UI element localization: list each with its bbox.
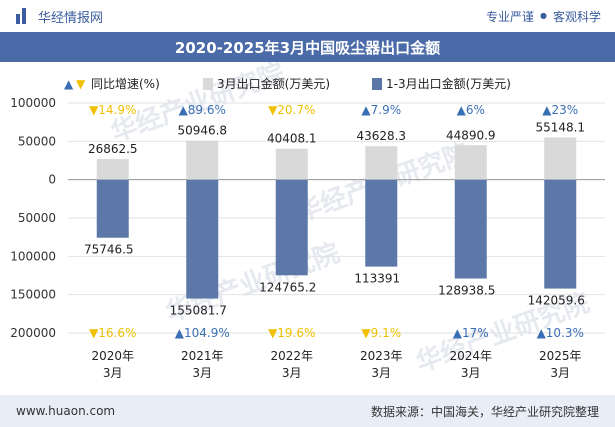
growth-label-ytd: ▲10.3%: [537, 326, 584, 340]
growth-label-ytd: ▼16.6%: [89, 326, 136, 340]
y-tick-label: 150000: [10, 288, 56, 302]
slogan-separator: ●: [540, 10, 547, 20]
legend-ytd-swatch: [372, 78, 382, 90]
data-label-ytd: 75746.5: [84, 243, 134, 257]
y-tick-label: 0: [48, 173, 56, 187]
grid-lines: [68, 102, 605, 334]
legend-growth-label: 同比增速(%): [91, 77, 160, 91]
growth-label-march: ▼14.9%: [89, 103, 136, 117]
brand-name: 华经情报网: [38, 10, 104, 26]
bar-ytd: [275, 179, 308, 276]
growth-label-march: ▲7.9%: [361, 103, 401, 117]
legend-march-swatch: [203, 78, 213, 90]
x-tick-label: 3月: [103, 366, 123, 380]
bar-ytd: [365, 179, 398, 267]
x-tick-label: 3月: [371, 366, 391, 380]
growth-label-march: ▲6%: [457, 103, 485, 117]
x-tick-label: 3月: [192, 366, 212, 380]
bar-march: [275, 148, 308, 180]
x-tick-label: 3月: [282, 366, 302, 380]
slogan: 专业严谨 ● 客观科学: [486, 8, 601, 25]
x-tick-label: 3月: [550, 366, 570, 380]
growth-label-ytd: ▲17%: [453, 326, 489, 340]
growth-label-march: ▼20.7%: [268, 103, 315, 117]
data-label-march: 44890.9: [446, 128, 496, 142]
top-bar: 华经情报网 专业严谨 ● 客观科学: [0, 0, 615, 32]
growth-label-ytd: ▲104.9%: [175, 326, 230, 340]
y-tick-label: 100000: [10, 249, 56, 263]
bar-ytd: [454, 179, 487, 279]
bar-march: [96, 159, 129, 180]
x-tick-label: 2022年: [270, 349, 313, 363]
legend-march-label: 3月出口金额(万美元): [217, 76, 330, 91]
legend-up-icon: ▲: [64, 77, 74, 91]
slogan-left: 专业严谨: [485, 9, 534, 24]
footer: www.huaon.com 数据来源：中国海关，华经产业研究院整理: [0, 395, 615, 427]
data-label-ytd: 124765.2: [259, 280, 316, 294]
growth-label-ytd: ▼19.6%: [268, 326, 315, 340]
growth-label-march: ▲23%: [542, 103, 578, 117]
chart-title-banner: 2020-2025年3月中国吸尘器出口金额: [0, 32, 615, 62]
y-tick-label: 200000: [10, 326, 56, 340]
data-label-ytd: 155081.7: [170, 304, 227, 318]
x-tick-label: 3月: [461, 366, 481, 380]
x-tick-label: 2023年: [360, 349, 403, 363]
data-label-march: 43628.3: [356, 129, 406, 143]
x-tick-label: 2025年: [539, 349, 582, 363]
footer-site[interactable]: www.huaon.com: [16, 404, 116, 418]
bar-march: [365, 146, 398, 180]
brand-logo[interactable]: 华经情报网: [16, 7, 103, 26]
y-tick-label: 50000: [18, 134, 56, 148]
x-tick-label: 2021年: [181, 349, 224, 363]
footer-source: 数据来源：中国海关，华经产业研究院整理: [370, 404, 599, 419]
bar-march: [454, 145, 487, 180]
bar-march: [186, 140, 219, 180]
chart-title: 2020-2025年3月中国吸尘器出口金额: [174, 38, 441, 57]
bar-march: [544, 137, 577, 180]
data-label-march: 26862.5: [88, 142, 138, 156]
legend-ytd-label: 1-3月出口金额(万美元): [386, 76, 511, 91]
growth-label-march: ▲89.6%: [179, 103, 226, 117]
label-layer: 26862.5 75746.5 ▼14.9% ▼16.6% 2020年 3月 50946.8…: [84, 103, 585, 380]
bar-ytd: [544, 179, 577, 289]
growth-label-ytd: ▼9.1%: [361, 326, 401, 340]
bar-ytd: [96, 179, 129, 238]
data-label-march: 55148.1: [535, 120, 585, 134]
x-tick-label: 2024年: [449, 349, 492, 363]
data-label-march: 50946.8: [177, 124, 227, 138]
y-tick-label: 50000: [18, 211, 56, 225]
y-axis: 100000 50000 0 50000 100000 150000 200000: [10, 96, 56, 340]
y-tick-label: 100000: [10, 96, 56, 110]
data-label-march: 40408.1: [267, 132, 317, 146]
data-label-ytd: 142059.6: [528, 294, 585, 308]
brand-logo-icon: [16, 8, 30, 24]
x-tick-label: 2020年: [91, 349, 134, 363]
slogan-right: 客观科学: [552, 9, 601, 24]
bar-layer: [96, 137, 577, 299]
chart: 华经产业研究院华经产业研究院华经产业研究院华经产业研究院 10000050000…: [10, 62, 605, 380]
bar-ytd: [186, 179, 219, 299]
legend: ▲ ▼ 同比增速(%) 3月出口金额(万美元) 1-3月出口金额(万美元): [64, 76, 511, 91]
data-label-ytd: 113391: [354, 272, 400, 286]
data-label-ytd: 128938.5: [438, 284, 495, 298]
legend-down-icon: ▼: [76, 77, 86, 91]
